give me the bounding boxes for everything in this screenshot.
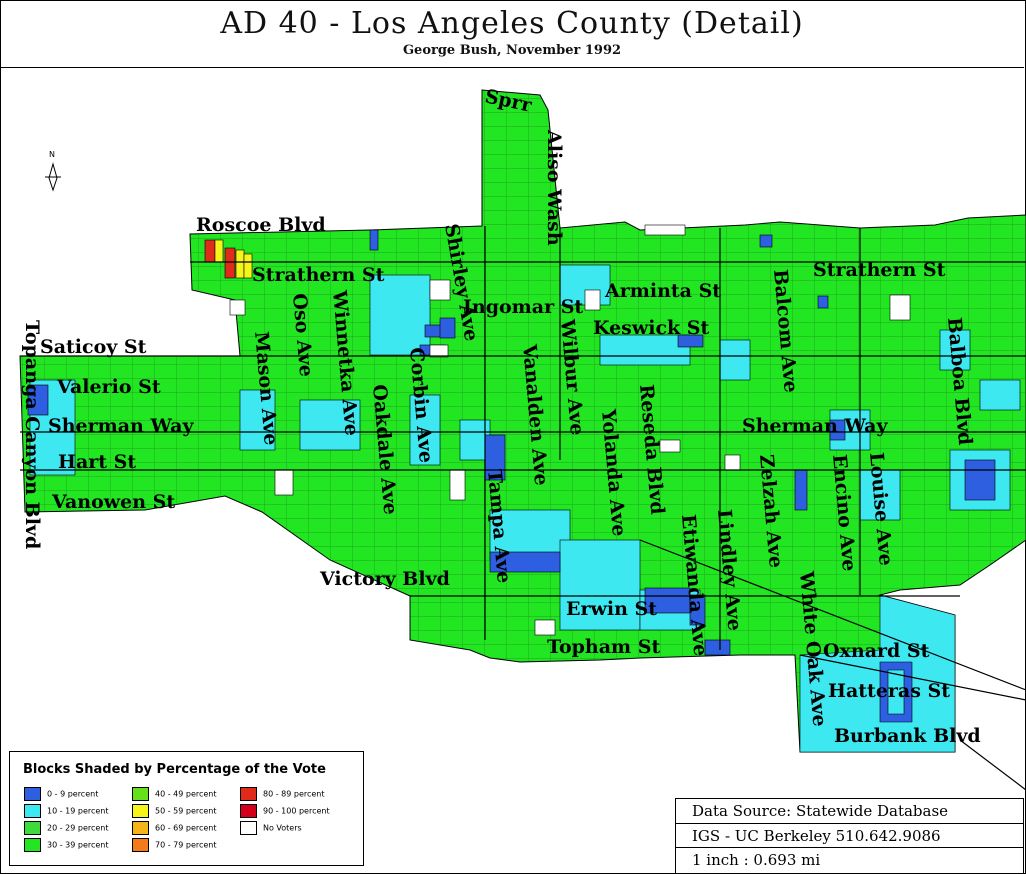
street-vanowen: Vanowen St bbox=[51, 491, 175, 513]
street-arminta: Arminta St bbox=[604, 280, 721, 302]
legend-swatch bbox=[240, 787, 257, 801]
legend-swatch bbox=[132, 804, 149, 818]
legend-item: 50 - 59 percent bbox=[132, 804, 217, 818]
street-topham: Topham St bbox=[547, 636, 660, 658]
street-victory: Victory Blvd bbox=[319, 568, 450, 590]
legend-swatch bbox=[24, 804, 41, 818]
legend: Blocks Shaded by Percentage of the Vote … bbox=[9, 751, 364, 866]
legend-item: 10 - 19 percent bbox=[24, 804, 109, 818]
source-box: Data Source: Statewide Database IGS - UC… bbox=[675, 798, 1024, 874]
street-aliso-wash: Aliso Wash bbox=[543, 129, 565, 246]
street-strathern-west: Strathern St bbox=[252, 264, 385, 286]
legend-swatch bbox=[132, 838, 149, 852]
map-title: AD 40 - Los Angeles County (Detail) bbox=[220, 6, 804, 41]
block-grid bbox=[20, 90, 1026, 752]
legend-item: No Voters bbox=[240, 821, 302, 835]
legend-swatch bbox=[24, 838, 41, 852]
blue-blocks bbox=[27, 229, 996, 723]
legend-title: Blocks Shaded by Percentage of the Vote bbox=[23, 762, 326, 777]
map-subtitle: George Bush, November 1992 bbox=[402, 43, 622, 58]
street-hart: Hart St bbox=[58, 451, 136, 473]
street-saticoy: Saticoy St bbox=[40, 336, 147, 358]
legend-item: 30 - 39 percent bbox=[24, 838, 109, 852]
street-burbank: Burbank Blvd bbox=[834, 725, 981, 747]
source-line: Data Source: Statewide Database bbox=[692, 802, 949, 820]
legend-item: 0 - 9 percent bbox=[24, 787, 98, 801]
street-ingomar: Ingomar St bbox=[463, 296, 583, 318]
street-roscoe: Roscoe Blvd bbox=[196, 214, 326, 236]
street-strathern-east: Strathern St bbox=[813, 259, 946, 281]
legend-item: 90 - 100 percent bbox=[240, 804, 330, 818]
street-erwin: Erwin St bbox=[566, 598, 657, 620]
district-map: N Sprr Aliso Wash Roscoe Blvd Strathern … bbox=[19, 85, 1026, 791]
source-line: IGS - UC Berkeley 510.642.9086 bbox=[676, 823, 1023, 847]
high-share-blocks bbox=[204, 239, 253, 279]
street-topanga: Topanga Canyon Blvd bbox=[21, 320, 43, 549]
title-bar: AD 40 - Los Angeles County (Detail) Geor… bbox=[0, 0, 1024, 68]
street-valerio: Valerio St bbox=[56, 376, 161, 398]
legend-swatch bbox=[132, 787, 149, 801]
street-hatteras: Hatteras St bbox=[828, 680, 950, 702]
legend-item: 80 - 89 percent bbox=[240, 787, 325, 801]
white-blocks bbox=[229, 224, 911, 636]
legend-item: 20 - 29 percent bbox=[24, 821, 109, 835]
legend-swatch bbox=[24, 821, 41, 835]
north-arrow-icon: N bbox=[45, 150, 61, 192]
roads bbox=[20, 226, 1026, 791]
legend-swatch bbox=[24, 787, 41, 801]
street-sherman-east: Sherman Way bbox=[742, 415, 888, 437]
legend-swatch bbox=[240, 821, 257, 835]
legend-item: 60 - 69 percent bbox=[132, 821, 217, 835]
legend-swatch bbox=[240, 804, 257, 818]
scale-line: 1 inch : 0.693 mi bbox=[676, 847, 1023, 871]
legend-item: 40 - 49 percent bbox=[132, 787, 217, 801]
legend-item: 70 - 79 percent bbox=[132, 838, 217, 852]
legend-swatch bbox=[132, 821, 149, 835]
street-oxnard: Oxnard St bbox=[823, 640, 930, 662]
street-sherman-west: Sherman Way bbox=[48, 415, 194, 437]
street-keswick: Keswick St bbox=[593, 317, 710, 339]
north-label: N bbox=[49, 150, 55, 159]
